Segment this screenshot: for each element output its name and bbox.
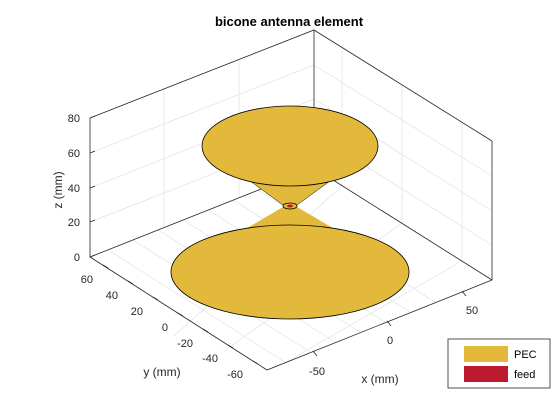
z-tick-label: 80 — [68, 113, 80, 125]
legend-swatch-feed — [464, 366, 508, 382]
axes-box — [89, 29, 493, 371]
lower-cone-disk — [170, 224, 410, 320]
y-axis-label: y (mm) — [143, 365, 180, 379]
y-tick-label: -20 — [177, 338, 193, 350]
legend-swatch-pec — [464, 346, 508, 362]
x-axis-label: x (mm) — [361, 372, 398, 386]
z-axis: 80 60 40 20 0 z (mm) — [51, 113, 96, 264]
y-tick-label: -40 — [202, 353, 218, 365]
bicone-antenna — [170, 105, 410, 320]
y-tick-label: 60 — [81, 274, 93, 286]
z-axis-label: z (mm) — [51, 171, 65, 208]
y-tick-label: 20 — [131, 306, 143, 318]
y-tick-label: 0 — [162, 322, 168, 334]
z-tick-label: 60 — [68, 148, 80, 160]
z-tick-label: 40 — [68, 183, 80, 195]
z-tick-label: 20 — [68, 217, 80, 229]
x-tick-label: 0 — [387, 335, 393, 347]
x-tick-label: -50 — [309, 366, 325, 378]
legend-label-pec: PEC — [514, 349, 537, 361]
plot-title: bicone antenna element — [215, 14, 364, 29]
upper-cone-disk — [201, 105, 379, 187]
x-tick-label: 50 — [466, 305, 478, 317]
legend-label-feed: feed — [514, 369, 535, 381]
legend: PEC feed — [447, 338, 551, 389]
z-tick-label: 0 — [74, 252, 80, 264]
y-tick-label: -60 — [227, 369, 243, 381]
y-axis: 60 40 20 0 -20 -40 -60 y (mm) — [81, 264, 259, 381]
x-axis: -50 0 50 x (mm) — [309, 290, 478, 386]
y-tick-label: 40 — [106, 290, 118, 302]
